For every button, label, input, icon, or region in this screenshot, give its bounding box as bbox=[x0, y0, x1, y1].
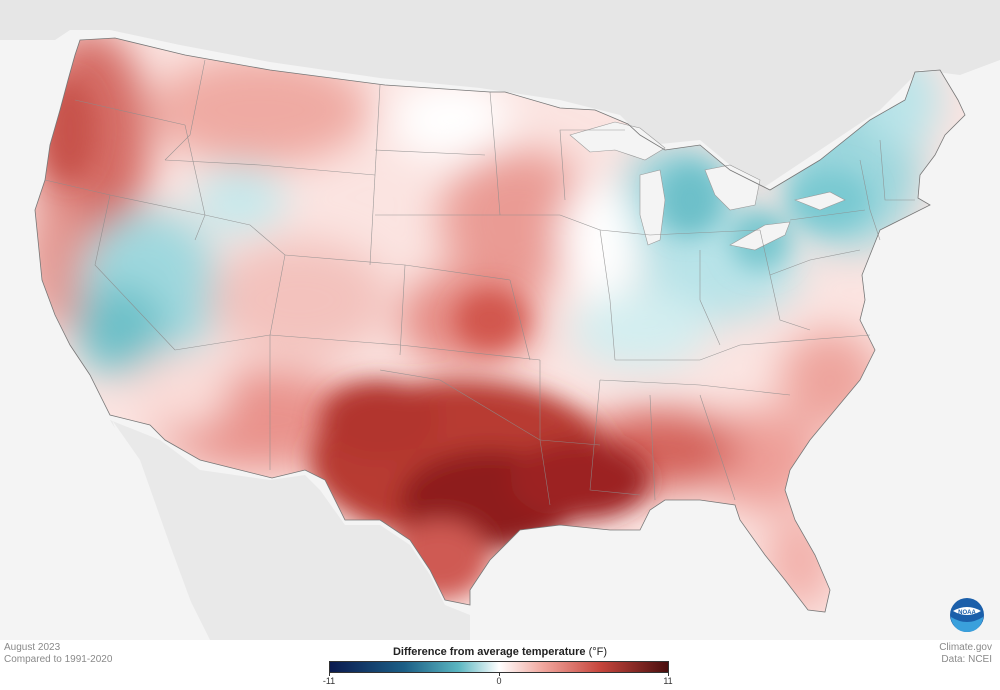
lake-superior bbox=[569, 121, 666, 161]
legend-unit: (°F) bbox=[588, 646, 608, 658]
legend-min-label: -11 bbox=[322, 676, 336, 686]
mexico-landmass bbox=[110, 420, 470, 640]
lake-ontario bbox=[793, 191, 846, 211]
legend-title-text: Difference from average temperature bbox=[392, 646, 586, 658]
comparison-label: Compared to 1991-2020 bbox=[4, 654, 113, 665]
great-lakes bbox=[569, 121, 846, 251]
legend-max-label: 11 bbox=[663, 676, 673, 686]
lake-erie bbox=[729, 221, 791, 251]
state-boundaries bbox=[44, 59, 915, 506]
lake-michigan bbox=[639, 169, 666, 246]
map-area bbox=[0, 0, 1000, 640]
lake-huron bbox=[704, 164, 761, 211]
legend-mid-label: 0 bbox=[496, 676, 502, 686]
gulf-of-california bbox=[112, 420, 205, 640]
canada-landmass bbox=[0, 0, 1000, 190]
legend-colorbar bbox=[329, 661, 669, 673]
noaa-logo: NOAA bbox=[949, 597, 985, 633]
credit-site: Climate.gov bbox=[939, 642, 992, 653]
credit-data: Data: NCEI bbox=[941, 654, 992, 665]
legend-tick-mid bbox=[499, 673, 500, 676]
legend-tick-max bbox=[668, 673, 669, 676]
legend-title: Difference from average temperature (°F) bbox=[0, 646, 1000, 658]
logo-text: NOAA bbox=[958, 610, 976, 616]
us-outline bbox=[34, 37, 966, 613]
date-label: August 2023 bbox=[4, 642, 61, 653]
us-temperature-map bbox=[0, 0, 1000, 640]
legend-tick-min bbox=[329, 673, 330, 676]
